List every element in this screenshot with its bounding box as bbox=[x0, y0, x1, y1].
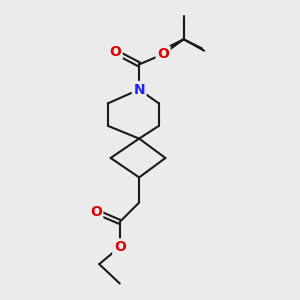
Text: N: N bbox=[133, 82, 145, 97]
Text: O: O bbox=[109, 45, 121, 59]
Text: O: O bbox=[114, 240, 126, 254]
Text: O: O bbox=[90, 205, 102, 219]
Text: O: O bbox=[157, 47, 169, 61]
